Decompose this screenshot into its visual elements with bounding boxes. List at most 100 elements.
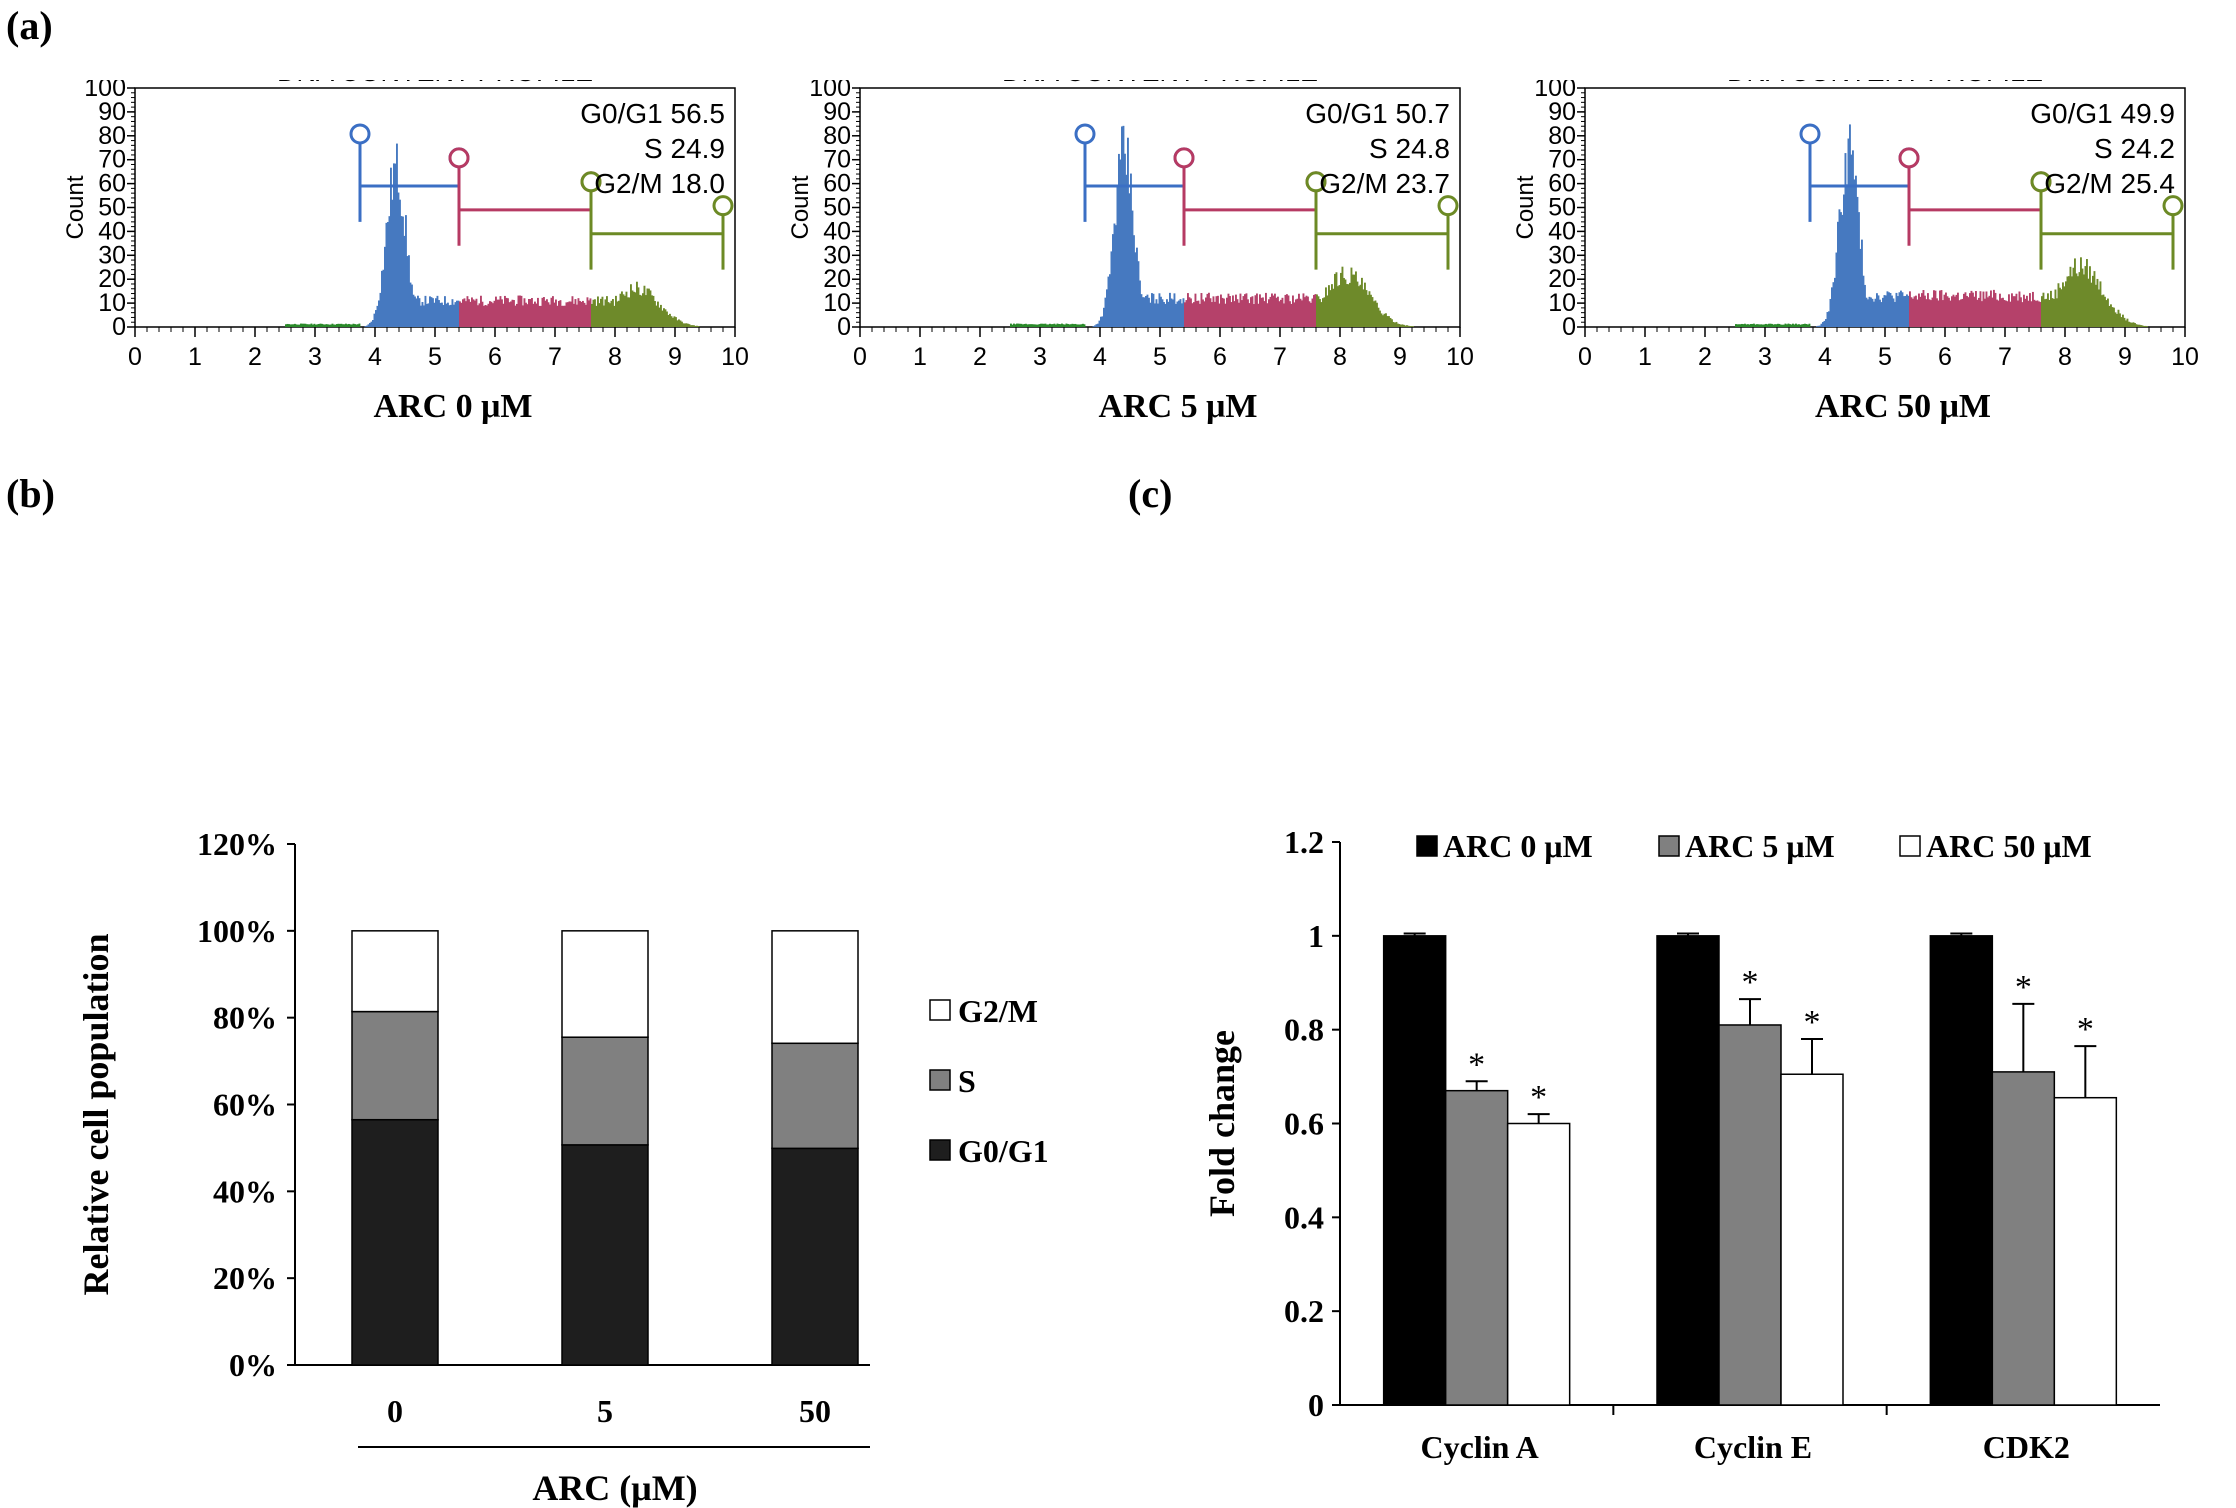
histogram-bin	[1927, 293, 1929, 327]
histogram-bin	[1146, 294, 1149, 327]
histogram-bin	[1867, 299, 1869, 327]
x-tick-label: 5	[428, 343, 442, 371]
histogram-bin	[349, 324, 352, 327]
histogram-bin	[1406, 325, 1408, 327]
histogram-bin	[2056, 298, 2058, 327]
histogram-bin	[1919, 296, 1922, 327]
histogram-bin	[495, 296, 497, 327]
histogram-bin	[652, 295, 655, 327]
histogram-bin	[1299, 298, 1302, 327]
histogram-bin	[1996, 299, 1998, 327]
histogram-bin	[1853, 179, 1856, 327]
histogram-bin	[579, 300, 581, 327]
histogram-bin	[1191, 303, 1194, 327]
histogram-bin	[510, 301, 512, 327]
histogram-bin	[1026, 324, 1029, 327]
histogram-bin	[1900, 290, 1902, 327]
histogram-bin	[1855, 175, 1857, 327]
histogram-bin	[625, 291, 628, 327]
histogram-bin	[306, 324, 308, 327]
histogram-bin	[1310, 302, 1312, 327]
histogram-bin	[1239, 293, 1242, 327]
histogram-bin	[670, 316, 673, 327]
histogram-bin	[2015, 293, 2018, 327]
histogram-bin	[2077, 276, 2079, 327]
y-tick-label: 50	[823, 194, 851, 222]
histogram-bin	[1937, 300, 1940, 327]
fold-change-bar-chart: 0 0.2 0.4 0.6 0.8 1 1.2 * * Cyclin A * * Cyclin E * * C…	[1202, 824, 2160, 1465]
histogram-bin	[1966, 295, 1968, 327]
histogram-bin	[471, 297, 473, 327]
histogram-bin	[2032, 291, 2034, 327]
bar-arc-5-m-cdk2	[1991, 1071, 2056, 1406]
histogram-bin	[285, 324, 287, 327]
histogram-bin	[460, 302, 463, 327]
gate-stat-g2-m: G2/M 23.7	[1319, 168, 1450, 199]
significance-mark-arc-5-m-cyclin-a: *	[1468, 1046, 1485, 1083]
histogram-bin	[1876, 293, 1878, 327]
histogram-bin	[577, 298, 580, 327]
histogram-bin	[2125, 320, 2127, 327]
histogram-bin	[1259, 294, 1261, 327]
histogram-bin	[1765, 323, 1767, 327]
histogram-bin	[1862, 275, 1865, 327]
histogram-bin	[378, 300, 380, 327]
histogram-bin	[661, 310, 664, 327]
y-tick-label: 0.6	[1284, 1106, 1324, 1142]
histogram-bin	[1056, 323, 1059, 327]
histogram-bin	[2051, 298, 2054, 327]
histogram-bin	[481, 301, 484, 327]
histogram-bin	[1826, 312, 1829, 327]
x-tick-label: 3	[1033, 343, 1047, 371]
histogram-bin	[1016, 323, 1018, 327]
histogram-bin	[429, 296, 431, 327]
histogram-bin	[1011, 324, 1014, 327]
histogram-bin	[1373, 301, 1375, 327]
histogram-bin	[1786, 324, 1788, 327]
histogram-bin	[1121, 126, 1123, 327]
histogram-bin	[1753, 323, 1755, 327]
histogram-bin	[384, 246, 386, 327]
histogram-bin	[1389, 317, 1392, 327]
histogram-bin	[1792, 323, 1794, 327]
histogram-bin	[1362, 289, 1365, 327]
histogram-bin	[1828, 311, 1830, 327]
histogram-bin	[546, 299, 548, 327]
histogram-bin	[1907, 295, 1910, 327]
y-tick-label: 10	[1548, 289, 1576, 317]
histogram-bin	[1035, 324, 1038, 327]
panel-label-c: (c)	[1128, 471, 1173, 516]
histogram-bin	[2026, 295, 2028, 327]
histogram-bin	[1208, 292, 1210, 327]
histogram-bin	[1799, 324, 1802, 327]
histogram-bin	[409, 282, 412, 327]
histogram-bin	[1942, 300, 1944, 327]
y-axis-label: Fold change	[1202, 1030, 1242, 1217]
bar-s-50	[771, 1042, 859, 1150]
y-tick-label: 100%	[197, 913, 277, 949]
histogram-bin	[468, 299, 470, 327]
histogram-bin	[1187, 293, 1189, 327]
histogram-bin	[1841, 214, 1844, 327]
histogram-bin	[1903, 296, 1905, 327]
histogram-bin	[1286, 294, 1288, 327]
histogram-bin	[1355, 271, 1357, 327]
histogram-bin	[1217, 295, 1219, 327]
histogram-bin	[448, 305, 451, 327]
histogram-bin	[2114, 312, 2117, 327]
x-tick-label: 2	[973, 343, 987, 371]
y-tick-label: 50	[98, 194, 126, 222]
histogram-bin	[673, 316, 676, 327]
histogram-bin	[367, 324, 370, 327]
histogram-bin	[1391, 319, 1393, 327]
histogram-bin	[444, 296, 446, 327]
chart-title: DNA CONTENT PROFILE	[1727, 80, 2043, 87]
y-tick-label: 70	[98, 146, 126, 174]
x-tick-label: 5	[1153, 343, 1167, 371]
histogram-bin	[1064, 324, 1066, 327]
histogram-bin	[1200, 293, 1203, 327]
y-tick-label: 40	[823, 217, 851, 245]
histogram-bin	[1032, 324, 1035, 327]
histogram-bin	[1918, 293, 1920, 327]
histogram-bin	[571, 296, 574, 327]
